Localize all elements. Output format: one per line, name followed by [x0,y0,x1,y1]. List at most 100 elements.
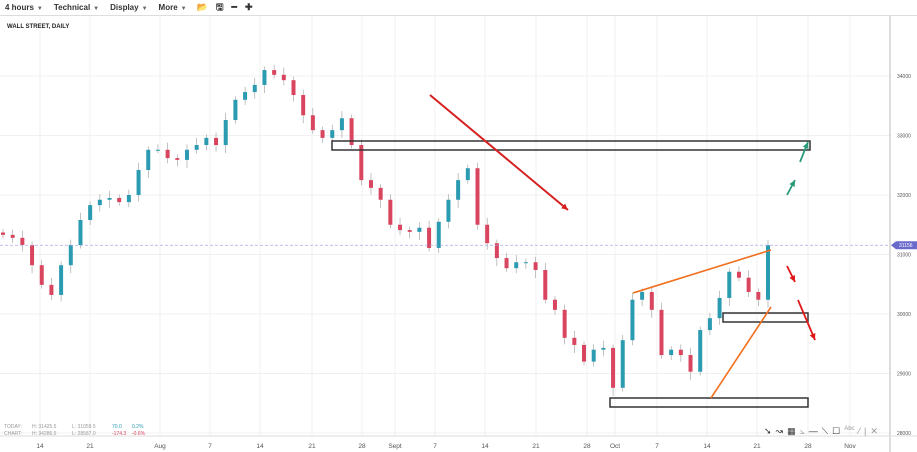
trend-line [632,249,772,294]
chevron-down-icon: ▼ [141,6,148,12]
candle-body [20,237,25,245]
y-tick-label: 28000 [897,431,911,437]
candle-body [640,291,645,300]
candle-body [543,269,548,300]
candle-body [523,262,528,264]
candle-body [582,344,587,362]
candle-body [698,330,703,372]
candle-body [281,74,286,81]
candle-body [678,349,683,356]
candle-body [10,234,15,238]
candle-body [446,199,451,222]
candle-body [388,199,393,225]
horizontal-line-icon[interactable]: — [808,426,818,436]
candle-body [165,149,170,159]
candle-body [291,80,296,96]
x-tick-label: 14 [36,443,44,450]
y-tick-label: 34000 [897,74,911,80]
candle-body [736,271,741,278]
candle-body [514,262,519,269]
candle-body [756,291,761,300]
trend-line [710,306,772,399]
arrow-shaft [429,94,569,211]
candle-body [262,70,267,85]
candle-body [359,145,364,181]
arrow-head-icon [809,333,816,340]
candle-body [39,265,44,285]
candle-body [233,99,238,121]
chart-high: H: 34286.5 [32,431,57,437]
candle-body [301,95,306,116]
candle-body [252,84,257,93]
arrow-head-icon [561,203,568,210]
candle-body [611,347,616,388]
x-tick-label: 7 [433,443,437,450]
candle-body [591,349,596,362]
y-tick-label: 31000 [897,253,911,259]
display-dropdown[interactable]: Display ▼ [110,3,148,12]
candle-body [30,244,35,266]
y-tick-label: 29000 [897,372,911,378]
chevron-down-icon: ▼ [36,6,43,12]
delete-icon[interactable]: ✕ [870,426,878,436]
candle-body [310,115,315,131]
chart-title: WALL STREET, DAILY [7,24,70,30]
price-chart[interactable]: 14 21 Aug 7 14 21 28 Sept 7 14 21 28 Oct 7 14 21 28 Nov 28… [0,16,917,452]
x-tick-label: 14 [256,443,264,450]
candle-body [126,195,131,203]
x-tick-label: Aug [154,443,166,450]
folder-open-icon[interactable]: 📂 [196,2,208,12]
plus-icon[interactable]: ✚ [244,2,253,12]
text-tool-icon[interactable]: Abc [844,426,855,432]
drawings [331,94,816,408]
candle-body [368,180,373,188]
minus-icon[interactable]: ━ [231,2,237,12]
chart-pct: -0.6% [132,431,146,437]
candle-body [223,120,228,146]
candle-body [562,309,567,338]
candle-body [146,149,151,171]
fibonacci-tool-icon[interactable]: ▦ [787,426,796,436]
candle-body [436,221,441,248]
candle-body [475,168,480,225]
candle-body [572,337,577,345]
candle-body [88,205,93,220]
candle-body [620,340,625,388]
candle-body [601,347,606,350]
x-tick-label: Nov [844,443,856,450]
candle-body [427,227,432,248]
x-tick-label: 14 [481,443,489,450]
candle-body [688,355,693,372]
candle-body [533,262,538,270]
technical-dropdown[interactable]: Technical ▼ [53,3,100,12]
candle-body [49,284,54,295]
y-tick-label: 33000 [897,134,911,140]
x-tick-label: 28 [804,443,812,450]
support-resistance-box [331,140,811,151]
fan-tool-icon[interactable]: ⦣ [799,426,805,436]
support-resistance-box [722,312,809,323]
more-dropdown[interactable]: More ▼ [158,3,187,12]
y-tick-label: 30000 [897,312,911,318]
stats-panel: TODAY: H: 31425.5 L: 31059.5 70.0 0.2% CHART… [4,424,145,438]
save-icon[interactable]: 🖫 [215,1,224,12]
rectangle-tool-icon[interactable]: ☐ [832,426,841,436]
timeframe-dropdown[interactable]: 4 hours ▼ [5,3,43,12]
x-tick-label: 14 [703,443,711,450]
chart-label: CHART: [4,431,22,437]
candle-body [117,197,122,203]
candle-body [669,349,674,356]
drawing-toolbar: ➘ ↝ ▦ ⦣ — ⟍ ☐ Abc ⁄ | ✕ [764,426,878,437]
candle-body [175,158,180,160]
candle-body [330,130,335,138]
candle-body [746,277,751,292]
arrow-head-icon [789,180,795,187]
curve-tool-icon[interactable]: ↝ [775,426,784,436]
arrow-tool-icon[interactable]: ➘ [764,426,772,436]
trend-line-icon[interactable]: ⟍ [821,426,829,436]
today-pct: 0.2% [132,424,144,430]
line-tool-icon[interactable]: ⁄ [858,426,861,436]
x-tick-label: 7 [208,443,212,450]
x-tick-label: 21 [753,443,761,450]
candle-body [320,130,325,138]
